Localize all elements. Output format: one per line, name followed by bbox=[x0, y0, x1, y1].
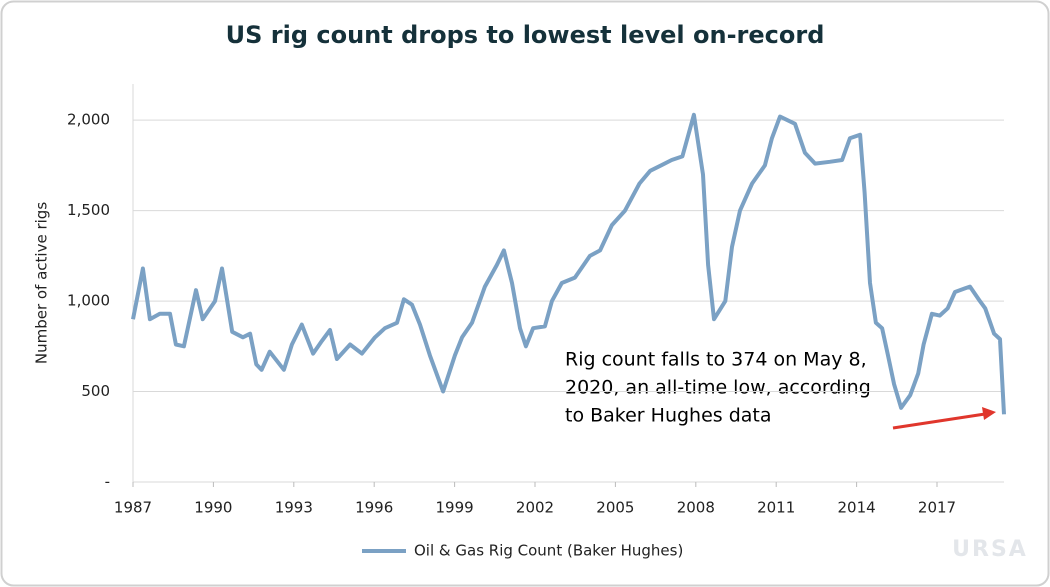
line-series bbox=[131, 112, 1006, 415]
x-tick-label: 2008 bbox=[677, 499, 715, 517]
x-tick-label: 2017 bbox=[918, 499, 956, 517]
y-tick-label: 1,500 bbox=[67, 201, 110, 219]
x-tick-label: 2014 bbox=[838, 499, 876, 517]
legend-label: Oil & Gas Rig Count (Baker Hughes) bbox=[414, 542, 683, 560]
y-tick-label: 500 bbox=[81, 382, 110, 400]
y-tick-label: 1,000 bbox=[67, 292, 110, 310]
watermark: URSA bbox=[952, 537, 1028, 562]
x-tick-label: 1996 bbox=[355, 499, 393, 517]
arrow bbox=[892, 407, 996, 430]
annotation: to Baker Hughes data bbox=[565, 405, 772, 427]
annotation: 2020, an all-time low, according bbox=[565, 377, 871, 399]
x-tick-label: 2011 bbox=[757, 499, 795, 517]
chart-title: US rig count drops to lowest level on-re… bbox=[226, 21, 825, 49]
y-tick-label: 2,000 bbox=[67, 111, 110, 129]
x-tick-label: 1990 bbox=[194, 499, 232, 517]
annotation: Rig count falls to 374 on May 8, bbox=[565, 349, 867, 371]
x-tick-label: 1993 bbox=[275, 499, 313, 517]
y-axis-label: Number of active rigs bbox=[33, 202, 51, 364]
x-tick-label: 2002 bbox=[516, 499, 554, 517]
x-tick-label: 2005 bbox=[596, 499, 634, 517]
x-tick-label: 1999 bbox=[436, 499, 474, 517]
y-tick-label: - bbox=[105, 473, 110, 491]
x-tick-label: 1987 bbox=[114, 499, 152, 517]
